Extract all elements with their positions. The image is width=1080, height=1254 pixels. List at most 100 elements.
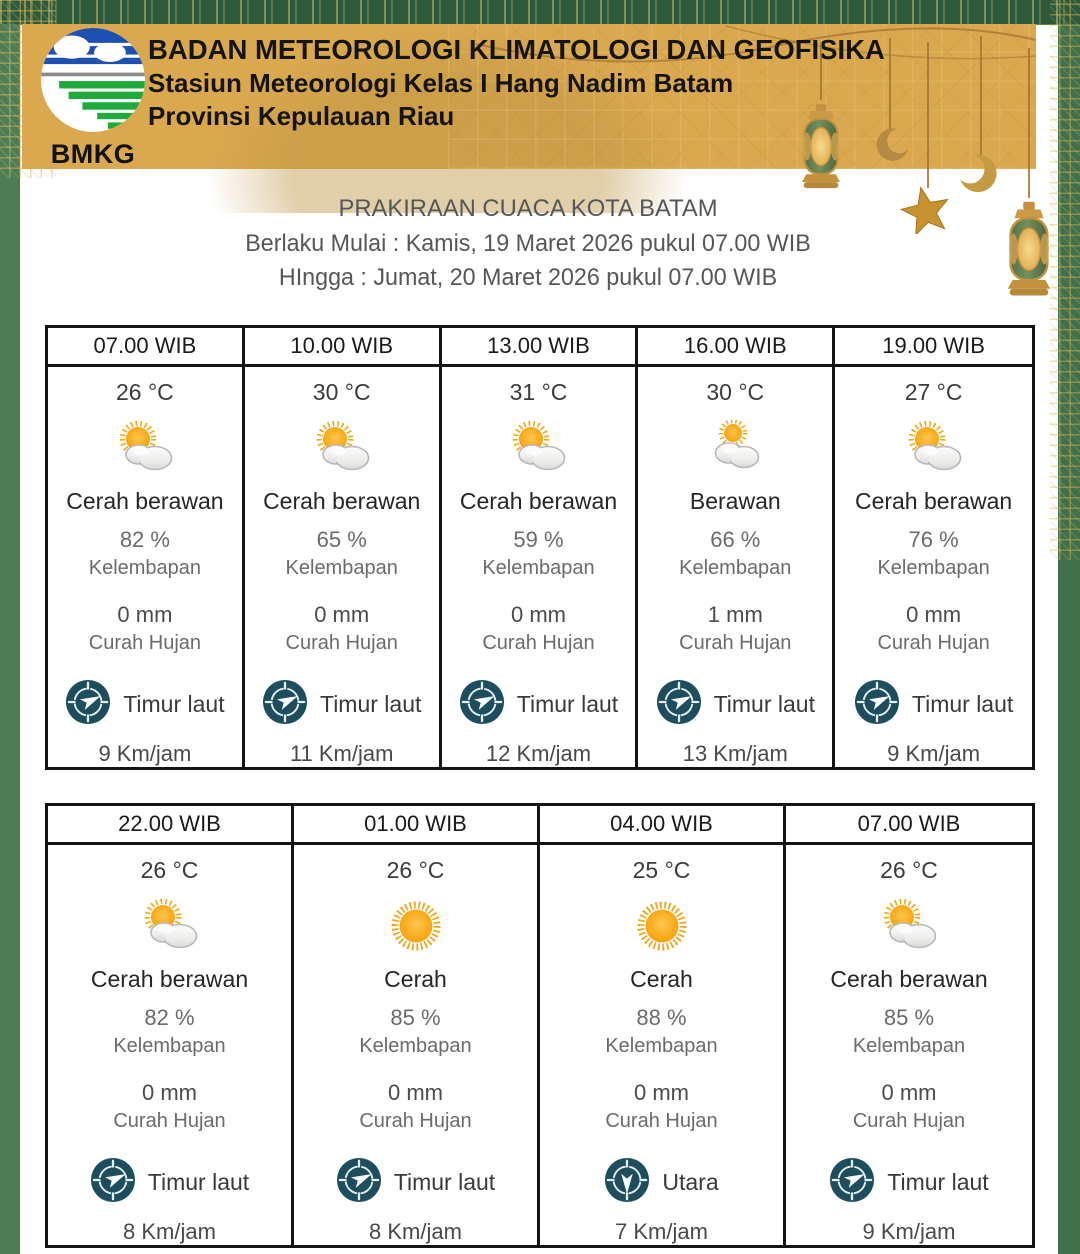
temperature-value: 27 °C — [904, 379, 963, 405]
rain-value: 0 mm — [142, 1080, 197, 1105]
compass-wrap — [854, 679, 900, 730]
forecast-table-night: 22.00 WIB 01.00 WIB 04.00 WIB 07.00 WIB 26 … — [45, 803, 1035, 1248]
wind-row: Timur laut — [829, 1157, 989, 1208]
condition-label: Cerah — [630, 966, 693, 992]
rain-value: 0 mm — [388, 1080, 443, 1105]
weather-icon — [503, 410, 573, 486]
forecast-cell: 26 °C Cerah berawan 85 % Kelembapan 0 mm Cur… — [786, 845, 1032, 1245]
condition-label: Cerah — [384, 966, 447, 992]
forecast-cell: 27 °C Cerah berawan 76 % Kelembapan 0 mm Cur… — [835, 367, 1032, 767]
wind-direction-label: Timur laut — [393, 1169, 496, 1195]
humidity-label: Kelembapan — [88, 557, 202, 579]
time-header-cell: 16.00 WIB — [638, 328, 836, 364]
time-header-row: 07.00 WIB 10.00 WIB 13.00 WIB 16.00 WIB 19.0… — [48, 328, 1032, 367]
condition-label: Cerah berawan — [854, 488, 1013, 514]
compass-icon — [830, 1157, 875, 1203]
wind-direction-label: Timur laut — [516, 691, 619, 717]
rain-label: Curah Hujan — [359, 1110, 472, 1132]
condition-label: Cerah berawan — [830, 966, 988, 992]
forecast-cell: 26 °C Cerah 85 % Kelembapan 0 mm Curah Hujan… — [294, 845, 540, 1245]
humidity-value: 88 % — [636, 1005, 687, 1030]
rain-value: 0 mm — [117, 602, 173, 627]
humidity-value: 76 % — [908, 527, 959, 552]
compass-wrap — [459, 679, 505, 730]
wind-speed-value: 9 Km/jam — [862, 1219, 956, 1244]
wind-row: Timur laut — [656, 679, 815, 730]
wind-speed-value: 11 Km/jam — [289, 741, 394, 766]
rain-value: 0 mm — [881, 1080, 937, 1105]
rain-value: 0 mm — [906, 602, 962, 627]
forecast-cell: 31 °C Cerah berawan 59 % Kelembapan 0 mm Cur… — [442, 367, 639, 767]
wind-direction-label: Timur laut — [911, 691, 1014, 717]
time-header-cell: 19.00 WIB — [882, 333, 985, 358]
ornamental-left-border — [0, 24, 20, 1254]
rain-label: Curah Hujan — [113, 1110, 226, 1132]
forecast-cell: 30 °C Berawan 66 % Kelembapan 1 mm Curah Huj… — [638, 367, 836, 767]
wind-speed-value: 9 Km/jam — [887, 741, 981, 766]
time-header-cell: 22.00 WIB — [48, 806, 294, 842]
valid-until: HIngga : Jumat, 20 Maret 2026 pukul 07.0… — [278, 264, 778, 291]
weather-icon — [110, 410, 180, 486]
forecast-row: 26 °C Cerah berawan 82 % Kelembapan 0 mm Cur… — [48, 845, 1032, 1245]
rain-value: 0 mm — [314, 602, 370, 627]
condition-label: Cerah berawan — [263, 488, 421, 514]
cloud-sun-icon — [714, 420, 760, 469]
station-name: Stasiun Meteorologi Kelas I Hang Nadim B… — [148, 68, 734, 98]
sun-cloud-icon — [513, 420, 566, 471]
wind-speed-value: 9 Km/jam — [98, 741, 192, 766]
wind-direction-label: Utara — [662, 1169, 719, 1195]
humidity-label: Kelembapan — [482, 557, 595, 579]
compass-icon — [90, 1157, 135, 1203]
wind-speed-value: 7 Km/jam — [615, 1219, 708, 1244]
wind-direction-label: Timur laut — [147, 1169, 250, 1195]
wind-row: Timur laut — [336, 1157, 495, 1208]
compass-wrap — [829, 1157, 875, 1208]
temperature-value: 30 °C — [312, 379, 371, 405]
compass-wrap — [262, 679, 308, 730]
condition-label: Berawan — [689, 488, 781, 514]
compass-wrap — [65, 679, 111, 730]
wind-direction-label: Timur laut — [887, 1169, 989, 1195]
province-name: Provinsi Kepulauan Riau — [148, 101, 455, 131]
forecast-cell: 26 °C Cerah berawan 82 % Kelembapan 0 mm Cur… — [48, 367, 245, 767]
weather-icon — [899, 410, 969, 486]
wind-direction-label: Timur laut — [713, 691, 815, 717]
hanging-string — [980, 36, 982, 158]
compass-icon — [656, 679, 701, 725]
rain-value: 0 mm — [634, 1080, 689, 1105]
bmkg-logo-text: BMKG — [50, 139, 136, 169]
sun-icon — [637, 901, 686, 951]
rain-label: Curah Hujan — [482, 632, 595, 654]
compass-icon — [262, 679, 308, 725]
rain-value: 0 mm — [510, 602, 566, 627]
wind-direction-label: Timur laut — [320, 691, 422, 717]
weather-icon — [135, 888, 205, 964]
time-header-cell: 07.00 WIB — [857, 811, 961, 836]
rain-label: Curah Hujan — [285, 632, 398, 654]
compass-icon — [66, 679, 111, 725]
compass-icon — [854, 679, 899, 725]
humidity-label: Kelembapan — [113, 1035, 226, 1057]
wind-row: Timur laut — [65, 679, 225, 730]
wind-row: Utara — [604, 1157, 719, 1208]
geometric-pattern — [447, 24, 1036, 169]
humidity-label: Kelembapan — [852, 1035, 966, 1057]
humidity-label: Kelembapan — [679, 557, 792, 579]
temperature-value: 26 °C — [116, 379, 174, 405]
rain-value: 1 mm — [707, 602, 763, 627]
forecast-cell: 26 °C Cerah berawan 82 % Kelembapan 0 mm Cur… — [48, 845, 294, 1245]
compass-wrap — [90, 1157, 136, 1208]
sun-cloud-icon — [119, 420, 173, 471]
sun-cloud-icon — [144, 898, 197, 949]
sun-cloud-icon — [316, 420, 369, 471]
time-header-cell: 10.00 WIB — [245, 328, 442, 364]
time-header-cell: 07.00 WIB — [48, 328, 245, 364]
temperature-value: 26 °C — [140, 857, 199, 883]
rain-label: Curah Hujan — [679, 632, 792, 654]
sun-cloud-icon — [883, 898, 937, 949]
time-header-cell: 13.00 WIB — [442, 328, 639, 364]
rain-label: Curah Hujan — [88, 632, 202, 654]
temperature-value: 31 °C — [509, 379, 568, 405]
temperature-value: 25 °C — [632, 857, 691, 883]
rain-label: Curah Hujan — [852, 1110, 966, 1132]
